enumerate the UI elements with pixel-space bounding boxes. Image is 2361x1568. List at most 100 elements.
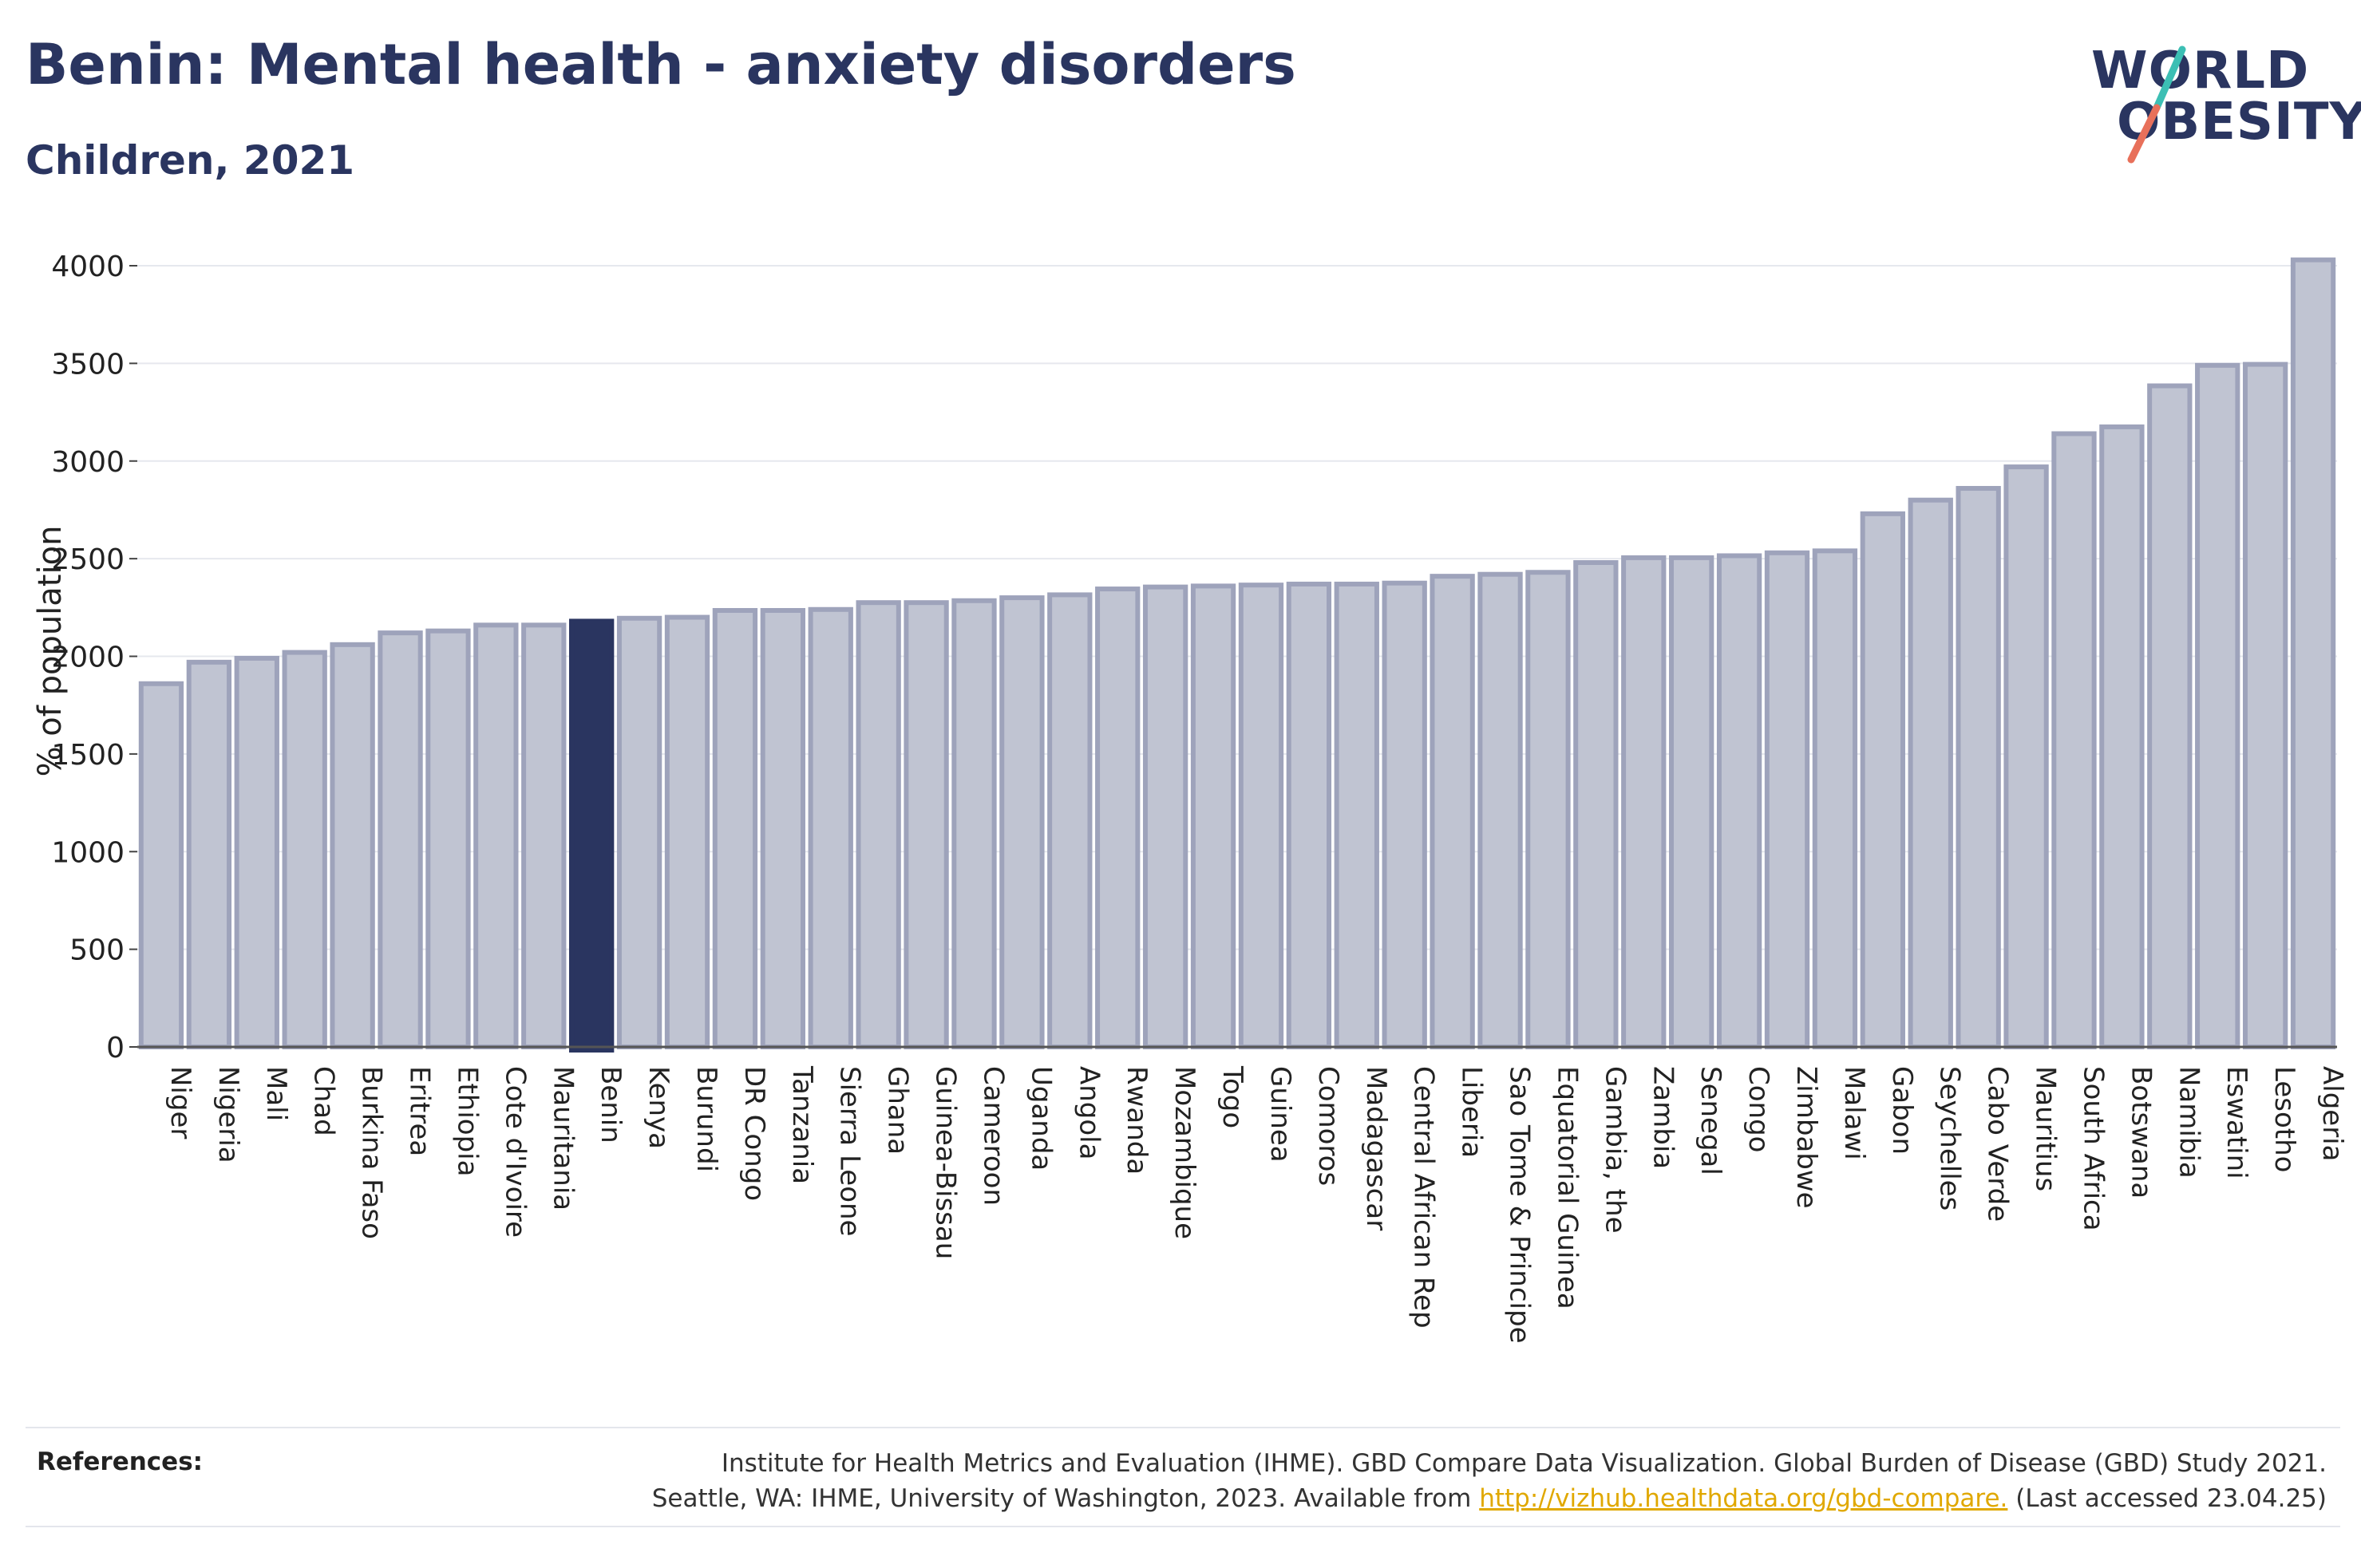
x-tick-label: Guinea: [1264, 1066, 1296, 1163]
x-tick-label: Malawi: [1838, 1066, 1870, 1160]
bar-uganda: [999, 595, 1045, 1049]
x-tick-label: Ethiopia: [451, 1066, 483, 1176]
x-tick-label: Gabon: [1886, 1066, 1918, 1155]
x-tick-label: Ghana: [882, 1066, 914, 1155]
x-tick-label: Gambia, the: [1599, 1066, 1631, 1234]
bar-sierra-leone: [808, 606, 853, 1049]
x-tick-label: Equatorial Guinea: [1551, 1066, 1583, 1309]
bar-gabon: [1860, 511, 1905, 1049]
x-tick-label: Benin: [595, 1066, 627, 1143]
world-obesity-logo: WORLD OBESITY: [2083, 32, 2361, 172]
bar-nigeria: [186, 659, 232, 1050]
bar-burkina-faso: [330, 642, 375, 1049]
y-tick-label: 1500: [51, 739, 125, 772]
bar-comoros: [1286, 581, 1332, 1049]
x-tick-label: Mali: [260, 1066, 292, 1121]
bar-zambia: [1621, 555, 1667, 1049]
x-tick-label: Liberia: [1456, 1066, 1488, 1158]
x-tick-label: Zambia: [1647, 1066, 1679, 1169]
y-tick-label: 0: [106, 1032, 125, 1064]
x-tick-label: DR Congo: [738, 1066, 770, 1201]
bar-burundi: [664, 614, 710, 1049]
logo-slash-icon: [2127, 45, 2186, 164]
bar-gambia-the: [1573, 560, 1619, 1049]
x-tick-label: Madagascar: [1360, 1066, 1392, 1230]
x-tick-label: Zimbabwe: [1790, 1066, 1822, 1209]
bar-chad: [282, 650, 327, 1049]
bar-benin: [569, 618, 615, 1053]
references-line-2-post: (Last accessed 23.04.25): [2007, 1484, 2327, 1513]
references-text: Institute for Health Metrics and Evaluat…: [652, 1446, 2327, 1516]
bar-cameroon: [951, 598, 997, 1049]
chart-title: Benin: Mental health - anxiety disorders: [26, 32, 1296, 97]
x-tick-label: Eswatini: [2221, 1066, 2252, 1179]
x-tick-label: Mauritius: [2030, 1066, 2062, 1191]
bar-botswana: [2099, 424, 2145, 1049]
y-tick-label: 3000: [51, 446, 125, 479]
bar-guinea-bissau: [904, 600, 949, 1049]
bar-tanzania: [760, 607, 805, 1049]
bar-senegal: [1669, 555, 1714, 1049]
x-tick-label: Lesotho: [2268, 1066, 2300, 1172]
references-top-rule: [26, 1427, 2340, 1428]
references-line-1: Institute for Health Metrics and Evaluat…: [721, 1449, 2327, 1478]
x-tick-label: Sao Tome & Principe: [1504, 1066, 1536, 1344]
y-axis-label: % of population: [32, 526, 69, 777]
x-tick-label: Burundi: [690, 1066, 722, 1172]
bar-kenya: [616, 615, 662, 1049]
x-tick-label: Algeria: [2316, 1066, 2348, 1161]
x-tick-label: Kenya: [643, 1066, 674, 1149]
x-tick-label: Cabo Verde: [1982, 1066, 2014, 1222]
y-axis-ticks: 0 500 1000 1500 2000 2500 3000 3500 4000: [51, 251, 137, 1064]
bar-cote-d-ivoire: [473, 622, 519, 1049]
bar-mauritania: [521, 622, 567, 1049]
bar-namibia: [2147, 383, 2193, 1049]
x-tick-label: Senegal: [1695, 1066, 1726, 1175]
x-tick-label: Togo: [1216, 1065, 1248, 1128]
bar-eritrea: [378, 630, 423, 1049]
chart-bars: [138, 257, 2336, 1053]
y-tick-label: 500: [69, 934, 125, 967]
x-tick-label: Guinea-Bissau: [930, 1066, 962, 1259]
bar-madagascar: [1334, 581, 1379, 1049]
x-tick-label: Burkina Faso: [356, 1066, 388, 1239]
y-tick-label: 2500: [51, 543, 125, 576]
bar-rwanda: [1095, 587, 1141, 1049]
bar-guinea: [1238, 583, 1284, 1049]
references-label: References:: [37, 1448, 204, 1476]
x-tick-label: Mauritania: [547, 1066, 579, 1211]
chart-subtitle: Children, 2021: [26, 137, 355, 184]
bar-angola: [1047, 592, 1093, 1049]
bar-lesotho: [2242, 361, 2288, 1049]
x-tick-label: Rwanda: [1121, 1066, 1153, 1175]
x-tick-label: Congo: [1742, 1066, 1774, 1152]
y-tick-label: 1000: [51, 836, 125, 869]
x-axis-ticks: Niger Nigeria Mali Chad Burkina Faso Eritrea E…: [164, 1065, 2348, 1344]
x-tick-label: Sierra Leone: [834, 1066, 866, 1236]
x-tick-label: South Africa: [2077, 1066, 2109, 1231]
x-tick-label: Uganda: [1025, 1066, 1057, 1171]
bar-cabo-verde: [1956, 486, 2001, 1049]
x-tick-label: Comoros: [1312, 1066, 1344, 1186]
bar-liberia: [1430, 574, 1475, 1049]
x-tick-label: Niger: [164, 1066, 196, 1139]
x-tick-label: Angola: [1073, 1066, 1105, 1159]
bar-niger: [138, 681, 184, 1049]
logo-word-world: WORLD: [2091, 41, 2310, 101]
x-tick-label: Botswana: [2125, 1066, 2157, 1199]
x-tick-label: Eritrea: [404, 1066, 436, 1156]
references-line-2: Seattle, WA: IHME, University of Washing…: [652, 1481, 2327, 1516]
references-line-2-pre: Seattle, WA: IHME, University of Washing…: [651, 1484, 1480, 1513]
bar-ghana: [856, 600, 901, 1049]
references-link[interactable]: http://vizhub.healthdata.org/gbd-compare…: [1479, 1484, 2008, 1513]
bar-sao-tome-principe: [1477, 571, 1523, 1049]
bar-equatorial-guinea: [1525, 570, 1571, 1049]
x-tick-label: Nigeria: [212, 1066, 244, 1163]
bar-mauritius: [2003, 464, 2049, 1049]
bar-seychelles: [1908, 497, 1953, 1049]
bar-congo: [1716, 553, 1762, 1049]
x-tick-label: Cote d'Ivoire: [499, 1066, 531, 1238]
x-tick-label: Chad: [308, 1066, 340, 1136]
x-tick-label: Cameroon: [977, 1066, 1009, 1206]
